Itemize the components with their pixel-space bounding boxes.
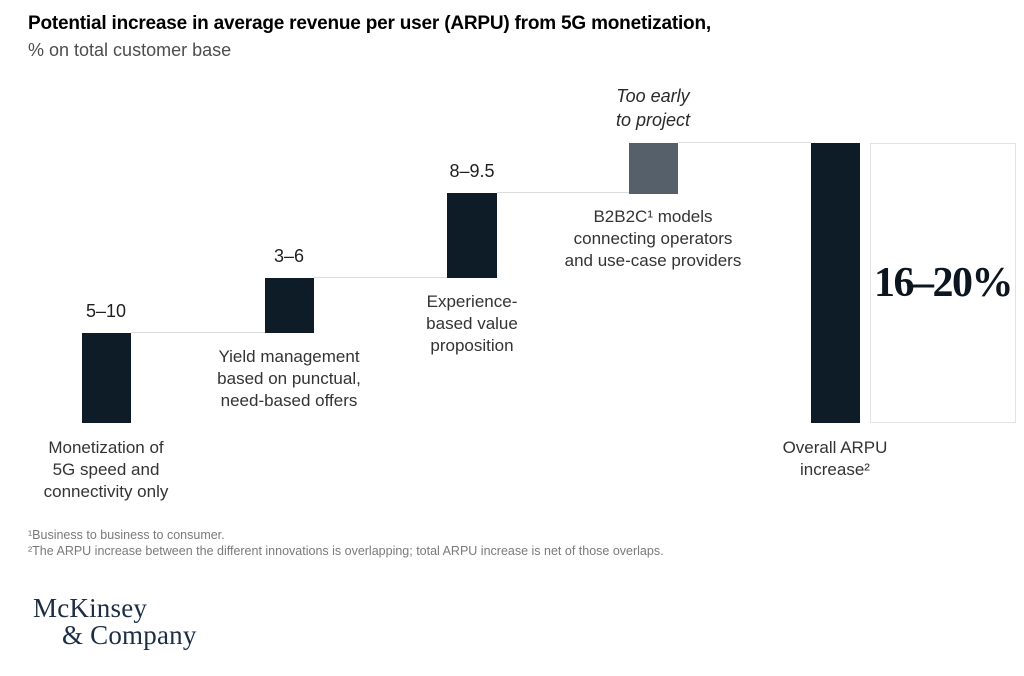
value-label-step-1: 5–10 bbox=[85, 301, 127, 321]
caption-step-1: Monetization of 5G speed and connectivit… bbox=[43, 438, 169, 501]
connector-line-3 bbox=[497, 192, 629, 193]
bar-step-2 bbox=[265, 278, 314, 333]
footnote-2: ²The ARPU increase between the different… bbox=[28, 544, 664, 558]
caption-step-4: B2B2C¹ models connecting operators and u… bbox=[564, 207, 742, 270]
value-label-step-4: Too early to project bbox=[615, 86, 691, 130]
bar-step-4 bbox=[629, 143, 678, 194]
value-label-step-2: 3–6 bbox=[273, 246, 305, 266]
bar-step-1 bbox=[82, 333, 131, 423]
total-value: 16–20% bbox=[874, 260, 1014, 306]
caption-step-3: Experience- based value proposition bbox=[426, 292, 518, 355]
connector-line-1 bbox=[131, 332, 265, 333]
connector-line-2 bbox=[314, 277, 447, 278]
mckinsey-logo: McKinsey & Company bbox=[33, 595, 197, 649]
footnotes: ¹Business to business to consumer. ²The … bbox=[28, 527, 988, 559]
bar-step-5-total bbox=[811, 143, 860, 423]
logo-line-2: & Company bbox=[62, 620, 197, 650]
connector-line-4 bbox=[678, 142, 811, 143]
chart-subtitle: % on total customer base bbox=[28, 40, 232, 60]
caption-step-2: Yield management based on punctual, need… bbox=[217, 347, 361, 410]
logo-line-1: McKinsey bbox=[33, 593, 148, 623]
footnote-1: ¹Business to business to consumer. bbox=[28, 528, 225, 542]
bar-step-3 bbox=[447, 193, 497, 278]
value-label-step-3: 8–9.5 bbox=[449, 161, 495, 181]
caption-step-5: Overall ARPU increase² bbox=[782, 438, 888, 479]
chart-title: Potential increase in average revenue pe… bbox=[28, 13, 711, 34]
total-value-box: 16–20% bbox=[870, 143, 1016, 423]
